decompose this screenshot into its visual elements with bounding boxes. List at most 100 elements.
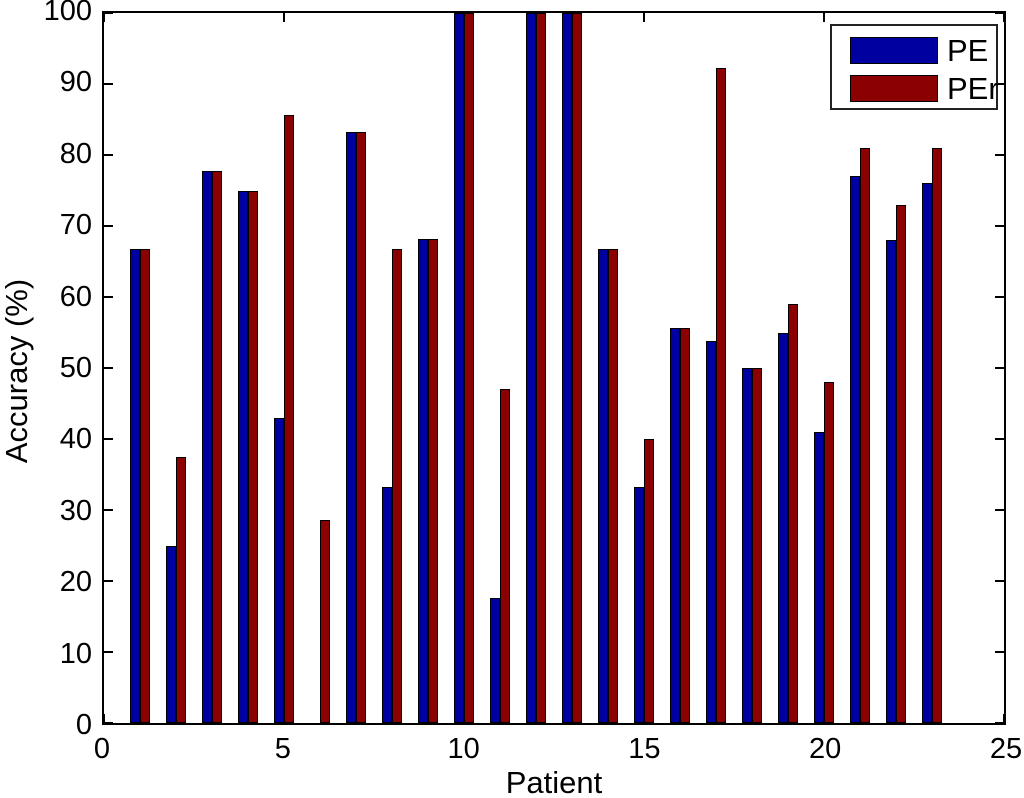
y-tick-right-80 — [995, 154, 1004, 156]
bar-pe-patient-2 — [165, 545, 176, 723]
bar-pe-patient-20 — [813, 431, 824, 723]
bar-per-patient-17 — [716, 67, 727, 723]
bar-pe-patient-10 — [453, 13, 464, 723]
y-tick-right-30 — [995, 509, 1004, 511]
y-tick-right-70 — [995, 225, 1004, 227]
bar-per-patient-3 — [212, 170, 223, 723]
y-tick-right-40 — [995, 438, 1004, 440]
y-tick-right-20 — [995, 580, 1004, 582]
bar-per-patient-1 — [140, 249, 151, 723]
bar-pe-patient-22 — [885, 240, 896, 723]
x-tick-top-0 — [103, 13, 105, 22]
y-tick-label-10: 10 — [59, 637, 92, 670]
x-tick-bottom-5 — [283, 714, 285, 723]
x-tick-top-5 — [283, 13, 285, 22]
y-axis-title: Accuracy (%) — [0, 278, 34, 464]
bar-per-patient-22 — [896, 204, 907, 723]
legend-label-per: PEr — [947, 70, 999, 106]
bar-pe-patient-23 — [921, 183, 932, 723]
y-tick-right-100 — [995, 12, 1004, 14]
bar-pe-patient-3 — [201, 170, 212, 723]
bar-per-patient-23 — [932, 147, 943, 723]
bar-per-patient-9 — [428, 238, 439, 723]
bar-pe-patient-16 — [669, 328, 680, 723]
bar-pe-patient-9 — [417, 238, 428, 723]
bar-pe-patient-12 — [525, 13, 536, 723]
y-tick-left-40 — [104, 438, 113, 440]
x-tick-top-15 — [643, 13, 645, 22]
y-tick-right-0 — [995, 722, 1004, 724]
bar-pe-patient-7 — [345, 131, 356, 723]
bar-per-patient-4 — [248, 190, 259, 723]
bar-per-patient-12 — [536, 13, 547, 723]
y-tick-right-10 — [995, 651, 1004, 653]
legend-entry-pe: PE — [850, 32, 989, 68]
x-tick-top-20 — [823, 13, 825, 22]
y-tick-label-50: 50 — [59, 352, 92, 384]
bar-pe-patient-21 — [849, 176, 860, 723]
bar-per-patient-7 — [356, 131, 367, 723]
x-tick-bottom-20 — [823, 714, 825, 723]
x-tick-label-5: 5 — [274, 733, 291, 765]
legend: PE PEr — [830, 24, 999, 110]
y-tick-left-20 — [104, 580, 113, 582]
y-tick-label-30: 30 — [59, 494, 92, 527]
bar-pe-patient-15 — [633, 486, 644, 723]
y-tick-left-10 — [104, 651, 113, 653]
legend-swatch-pe — [850, 36, 938, 64]
y-tick-label-40: 40 — [59, 423, 92, 456]
y-tick-left-0 — [104, 722, 113, 724]
bar-per-patient-13 — [572, 13, 583, 723]
x-tick-bottom-25 — [1003, 714, 1005, 723]
x-tick-top-10 — [463, 13, 465, 22]
bar-per-patient-2 — [176, 456, 187, 723]
bar-pe-patient-17 — [705, 341, 716, 723]
y-tick-label-0: 0 — [75, 709, 92, 741]
bar-per-patient-18 — [752, 368, 763, 723]
x-tick-label-10: 10 — [447, 733, 480, 765]
y-tick-left-50 — [104, 367, 113, 369]
y-tick-label-20: 20 — [59, 566, 92, 599]
y-tick-left-100 — [104, 12, 113, 14]
y-tick-label-70: 70 — [59, 209, 92, 242]
bar-per-patient-21 — [860, 147, 871, 723]
y-tick-right-60 — [995, 296, 1004, 298]
x-tick-bottom-0 — [103, 714, 105, 723]
y-tick-label-60: 60 — [59, 280, 92, 313]
x-tick-label-0: 0 — [93, 733, 111, 765]
x-tick-bottom-15 — [643, 714, 645, 723]
y-tick-left-80 — [104, 154, 113, 156]
x-tick-label-20: 20 — [809, 733, 842, 765]
bar-pe-patient-18 — [741, 368, 752, 723]
bar-per-patient-5 — [284, 114, 295, 723]
bar-pe-patient-1 — [129, 249, 140, 723]
bar-per-patient-15 — [644, 439, 655, 723]
y-tick-left-60 — [104, 296, 113, 298]
x-tick-top-25 — [1003, 13, 1005, 22]
bar-per-patient-20 — [824, 382, 835, 723]
bar-pe-patient-19 — [777, 332, 788, 723]
plot-area: PE PEr — [102, 11, 1006, 725]
y-tick-right-50 — [995, 367, 1004, 369]
bar-pe-patient-5 — [273, 418, 284, 723]
y-tick-left-30 — [104, 509, 113, 511]
x-tick-label-15: 15 — [628, 733, 661, 765]
x-tick-bottom-10 — [463, 714, 465, 723]
y-tick-left-70 — [104, 225, 113, 227]
y-tick-left-90 — [104, 83, 113, 85]
bar-per-patient-10 — [464, 13, 475, 723]
x-axis-title: Patient — [505, 765, 603, 798]
legend-swatch-per — [850, 74, 938, 102]
legend-label-pe: PE — [947, 32, 989, 68]
legend-entry-per: PEr — [850, 70, 999, 106]
bar-per-patient-8 — [392, 249, 403, 723]
y-tick-label-100: 100 — [43, 0, 92, 27]
bar-per-patient-19 — [788, 304, 799, 723]
bar-pe-patient-13 — [561, 13, 572, 723]
bar-pe-patient-4 — [237, 190, 248, 723]
bar-pe-patient-11 — [489, 598, 500, 723]
bar-per-patient-11 — [500, 388, 511, 723]
y-tick-right-90 — [995, 83, 1004, 85]
plot-canvas — [103, 12, 1005, 724]
